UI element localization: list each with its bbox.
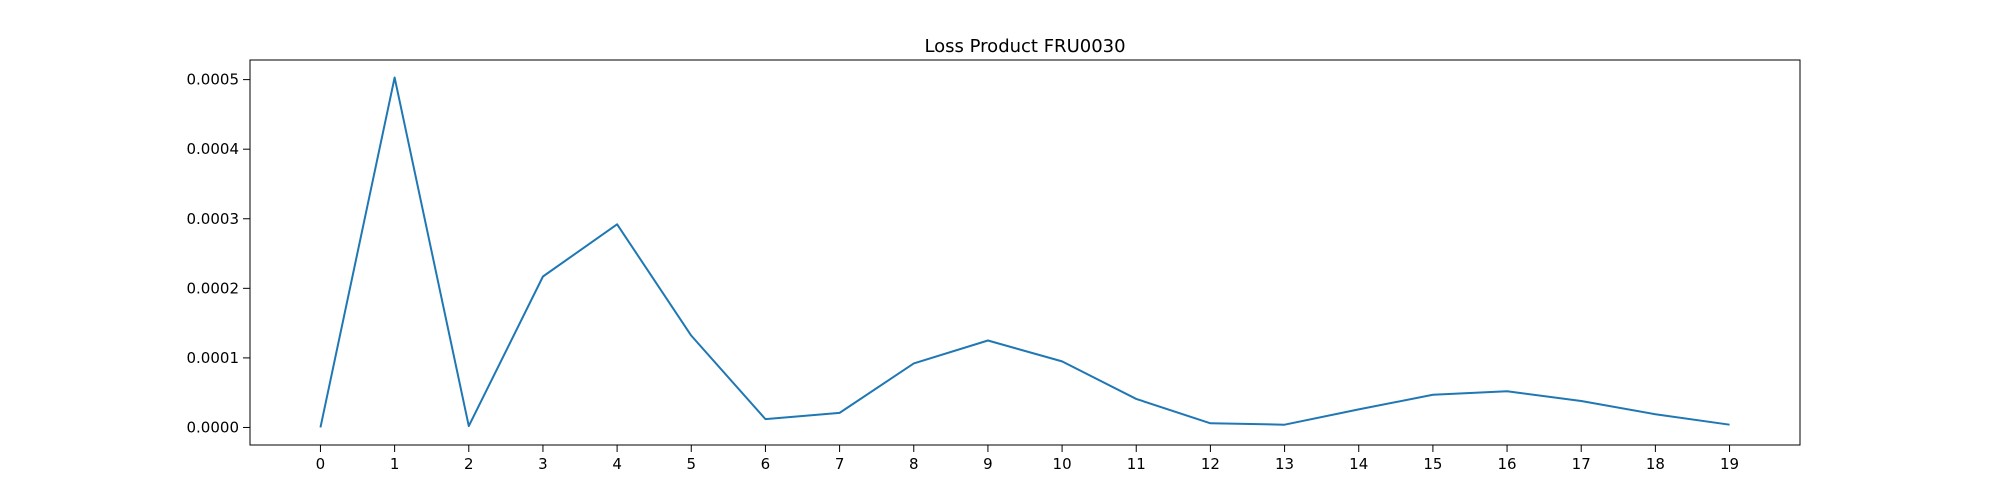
x-tick-label: 5 bbox=[686, 455, 696, 473]
series-line bbox=[319, 76, 1730, 428]
x-tick-label: 1 bbox=[390, 455, 400, 473]
y-tick-label: 0.0004 bbox=[187, 140, 240, 158]
x-tick-label: 9 bbox=[983, 455, 993, 473]
x-tick-label: 2 bbox=[464, 455, 474, 473]
y-tick-label: 0.0005 bbox=[187, 71, 240, 89]
x-tick-label: 4 bbox=[612, 455, 622, 473]
y-tick-label: 0.0002 bbox=[187, 279, 240, 297]
x-tick-label: 17 bbox=[1572, 455, 1591, 473]
x-tick-label: 7 bbox=[835, 455, 845, 473]
x-tick-label: 18 bbox=[1646, 455, 1665, 473]
x-tick-label: 14 bbox=[1349, 455, 1368, 473]
x-tick-label: 15 bbox=[1423, 455, 1442, 473]
x-tick-label: 12 bbox=[1201, 455, 1220, 473]
y-tick-label: 0.0001 bbox=[187, 349, 240, 367]
x-tick-label: 19 bbox=[1720, 455, 1739, 473]
plot-frame bbox=[249, 59, 1801, 446]
x-tick-label: 11 bbox=[1127, 455, 1146, 473]
y-tick-label: 0.0000 bbox=[187, 418, 240, 436]
x-tick-label: 13 bbox=[1275, 455, 1294, 473]
x-tick-label: 0 bbox=[316, 455, 326, 473]
x-tick-label: 10 bbox=[1053, 455, 1072, 473]
chart-title: Loss Product FRU0030 bbox=[924, 36, 1125, 57]
x-tick-label: 6 bbox=[761, 455, 771, 473]
x-tick-label: 3 bbox=[538, 455, 548, 473]
y-tick-label: 0.0003 bbox=[187, 210, 240, 228]
x-tick-label: 8 bbox=[909, 455, 919, 473]
x-tick-label: 16 bbox=[1498, 455, 1517, 473]
